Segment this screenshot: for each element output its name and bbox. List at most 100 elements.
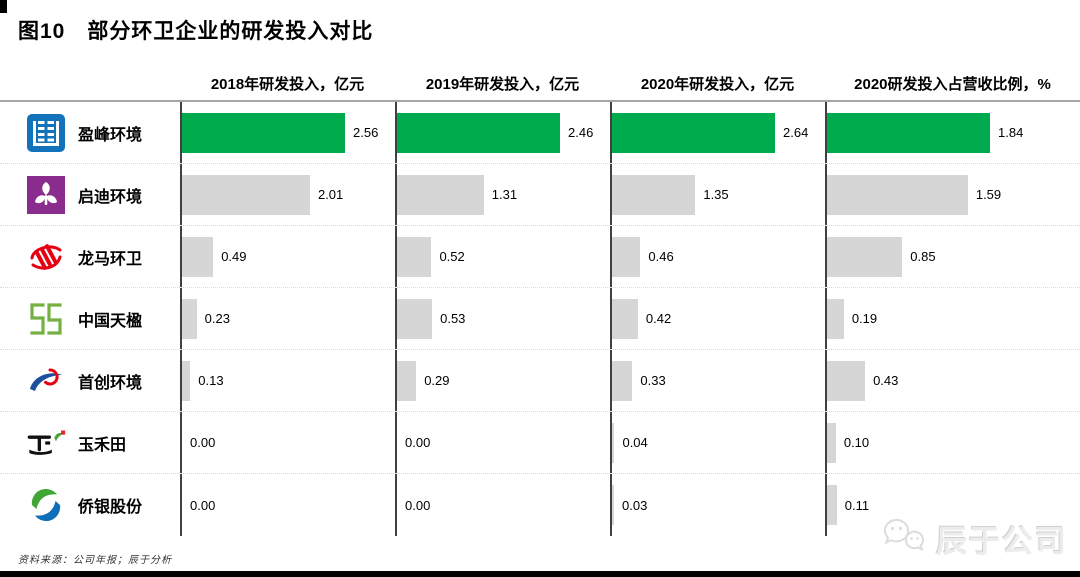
bar-value-label: 0.00 bbox=[405, 497, 431, 513]
bar bbox=[827, 298, 844, 339]
company-cell: 中国天楹 bbox=[0, 288, 180, 349]
bar bbox=[827, 112, 990, 153]
bar-panel-2019: 2.46 bbox=[395, 102, 610, 163]
bar-panel-2020: 0.46 bbox=[610, 226, 825, 287]
yuhetian-logo-icon bbox=[26, 423, 66, 463]
table-row: 中国天楹 0.23 0.53 0.42 0.19 bbox=[0, 288, 1080, 350]
bar bbox=[827, 422, 836, 463]
qidi-logo-icon bbox=[26, 175, 66, 215]
bar bbox=[612, 485, 614, 525]
bar bbox=[827, 360, 866, 401]
bar-panel-2020: 2.64 bbox=[610, 102, 825, 163]
company-name: 中国天楹 bbox=[78, 310, 143, 330]
bar-value-label: 0.23 bbox=[204, 311, 230, 326]
bar bbox=[182, 236, 214, 277]
bar-value-label: 0.00 bbox=[190, 497, 216, 513]
company-name: 龙马环卫 bbox=[78, 248, 143, 268]
bar-value-label: 2.56 bbox=[353, 125, 379, 140]
bar bbox=[612, 236, 641, 277]
bar bbox=[612, 360, 633, 401]
bar-value-label: 0.53 bbox=[440, 311, 466, 326]
table-row: 启迪环境 2.01 1.31 1.35 1.59 bbox=[0, 164, 1080, 226]
bar bbox=[612, 298, 638, 339]
bar bbox=[827, 236, 903, 277]
bar-panel-2018: 2.01 bbox=[180, 164, 395, 225]
bar-panel-2020: 1.35 bbox=[610, 164, 825, 225]
yingfeng-logo-icon bbox=[26, 113, 66, 153]
page-corner-mark bbox=[0, 0, 7, 13]
company-name: 盈峰环境 bbox=[78, 124, 143, 144]
bar bbox=[827, 174, 968, 215]
bar-panel-ratio: 1.59 bbox=[825, 164, 1080, 225]
table-row: 盈峰环境 2.56 2.46 2.64 1.84 bbox=[0, 102, 1080, 164]
tianying-logo-icon bbox=[26, 299, 66, 339]
bar-panel-2018: 0.00 bbox=[180, 412, 395, 473]
bar bbox=[397, 298, 433, 339]
watermark: 辰于公司 bbox=[882, 516, 1068, 561]
bar-panel-2018: 2.56 bbox=[180, 102, 395, 163]
bar-panel-2018: 0.23 bbox=[180, 288, 395, 349]
bar-value-label: 2.46 bbox=[568, 125, 594, 140]
bar bbox=[182, 112, 345, 153]
page-title: 图10 部分环卫企业的研发投入对比 bbox=[18, 20, 374, 43]
bar bbox=[182, 298, 197, 339]
bar-value-label: 0.13 bbox=[198, 373, 224, 388]
bar-value-label: 0.00 bbox=[405, 435, 431, 450]
longma-logo-icon bbox=[26, 237, 66, 277]
column-header: 2018年研发投入，亿元 bbox=[210, 76, 365, 93]
company-cell: 侨银股份 bbox=[0, 474, 180, 536]
bar-value-label: 0.04 bbox=[622, 435, 648, 450]
bar-panel-2020: 0.33 bbox=[610, 350, 825, 411]
company-name: 侨银股份 bbox=[78, 497, 143, 516]
bar-value-label: 0.85 bbox=[910, 249, 936, 264]
bar-value-label: 0.42 bbox=[645, 311, 672, 326]
bar bbox=[397, 112, 560, 153]
bottom-border-bar bbox=[0, 571, 1080, 577]
bar-panel-ratio: 0.11 bbox=[825, 474, 1080, 536]
bar-panel-ratio: 1.84 bbox=[825, 102, 1080, 163]
bar-value-label: 0.29 bbox=[424, 373, 450, 388]
column-header: 2020研发投入占营收比例，% bbox=[854, 76, 1051, 93]
bar-panel-2018: 0.00 bbox=[180, 474, 395, 536]
bar-panel-2020: 0.03 bbox=[610, 474, 825, 536]
bar-panel-2019: 0.00 bbox=[395, 474, 610, 536]
bar-value-label: 2.01 bbox=[317, 187, 344, 202]
company-cell: 龙马环卫 bbox=[0, 226, 180, 287]
bar-value-label: 0.43 bbox=[873, 373, 899, 388]
bar bbox=[612, 422, 615, 463]
company-cell: 玉禾田 bbox=[0, 412, 180, 473]
source-note: 资料来源：公司年报；辰于分析 bbox=[18, 555, 172, 566]
bar-panel-2018: 0.13 bbox=[180, 350, 395, 411]
bar-value-label: 1.35 bbox=[703, 187, 729, 202]
table-row: 首创环境 0.13 0.29 0.33 0.43 bbox=[0, 350, 1080, 412]
bar-value-label: 1.59 bbox=[975, 187, 1002, 202]
bar bbox=[397, 174, 484, 215]
company-name: 首创环境 bbox=[78, 372, 143, 392]
bar-value-label: 0.52 bbox=[439, 249, 465, 264]
bar-panel-ratio: 0.10 bbox=[825, 412, 1080, 473]
column-header-row: 2018年研发投入，亿元 2019年研发投入，亿元 2020年研发投入，亿元 2020… bbox=[0, 68, 1080, 102]
bar-panel-2019: 0.52 bbox=[395, 226, 610, 287]
bar-value-label: 0.11 bbox=[844, 497, 870, 513]
bar-value-label: 0.46 bbox=[648, 249, 674, 264]
bar bbox=[612, 174, 696, 215]
table-row: 玉禾田 0.00 0.00 0.04 0.10 bbox=[0, 412, 1080, 474]
watermark-text: 辰于公司 bbox=[936, 524, 1068, 559]
bar-value-label: 2.64 bbox=[783, 125, 809, 140]
bar bbox=[182, 174, 310, 215]
bar-value-label: 0.00 bbox=[190, 435, 216, 450]
company-name: 启迪环境 bbox=[78, 186, 143, 206]
company-name: 玉禾田 bbox=[78, 434, 127, 454]
bar-panel-2019: 0.00 bbox=[395, 412, 610, 473]
bar-panel-2020: 0.42 bbox=[610, 288, 825, 349]
qiaoyin-logo-icon bbox=[26, 485, 66, 525]
company-cell: 首创环境 bbox=[0, 350, 180, 411]
table-row: 龙马环卫 0.49 0.52 0.46 0.85 bbox=[0, 226, 1080, 288]
company-cell: 盈峰环境 bbox=[0, 102, 180, 163]
bar-panel-2018: 0.49 bbox=[180, 226, 395, 287]
bar bbox=[827, 485, 837, 525]
table-row: 侨银股份 0.00 0.00 0.03 0.11 bbox=[0, 474, 1080, 536]
bar-panel-2019: 0.53 bbox=[395, 288, 610, 349]
bar-value-label: 0.10 bbox=[843, 435, 870, 450]
bar-panel-2019: 0.29 bbox=[395, 350, 610, 411]
